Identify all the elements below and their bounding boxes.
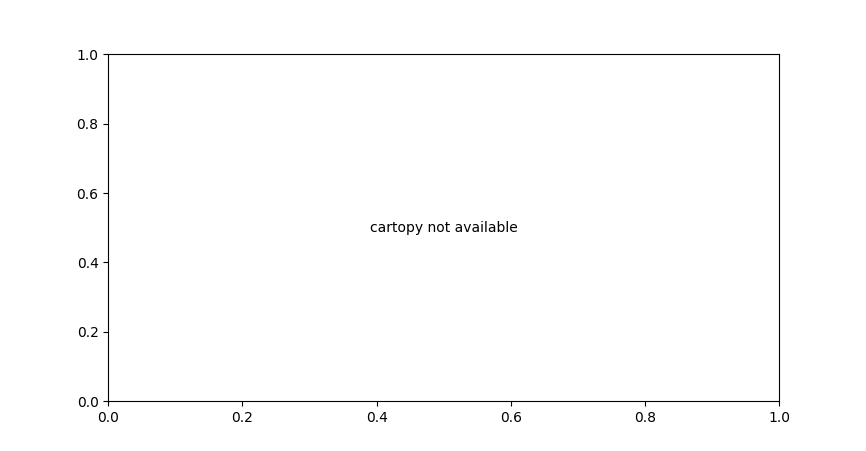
Text: cartopy not available: cartopy not available: [370, 221, 518, 235]
